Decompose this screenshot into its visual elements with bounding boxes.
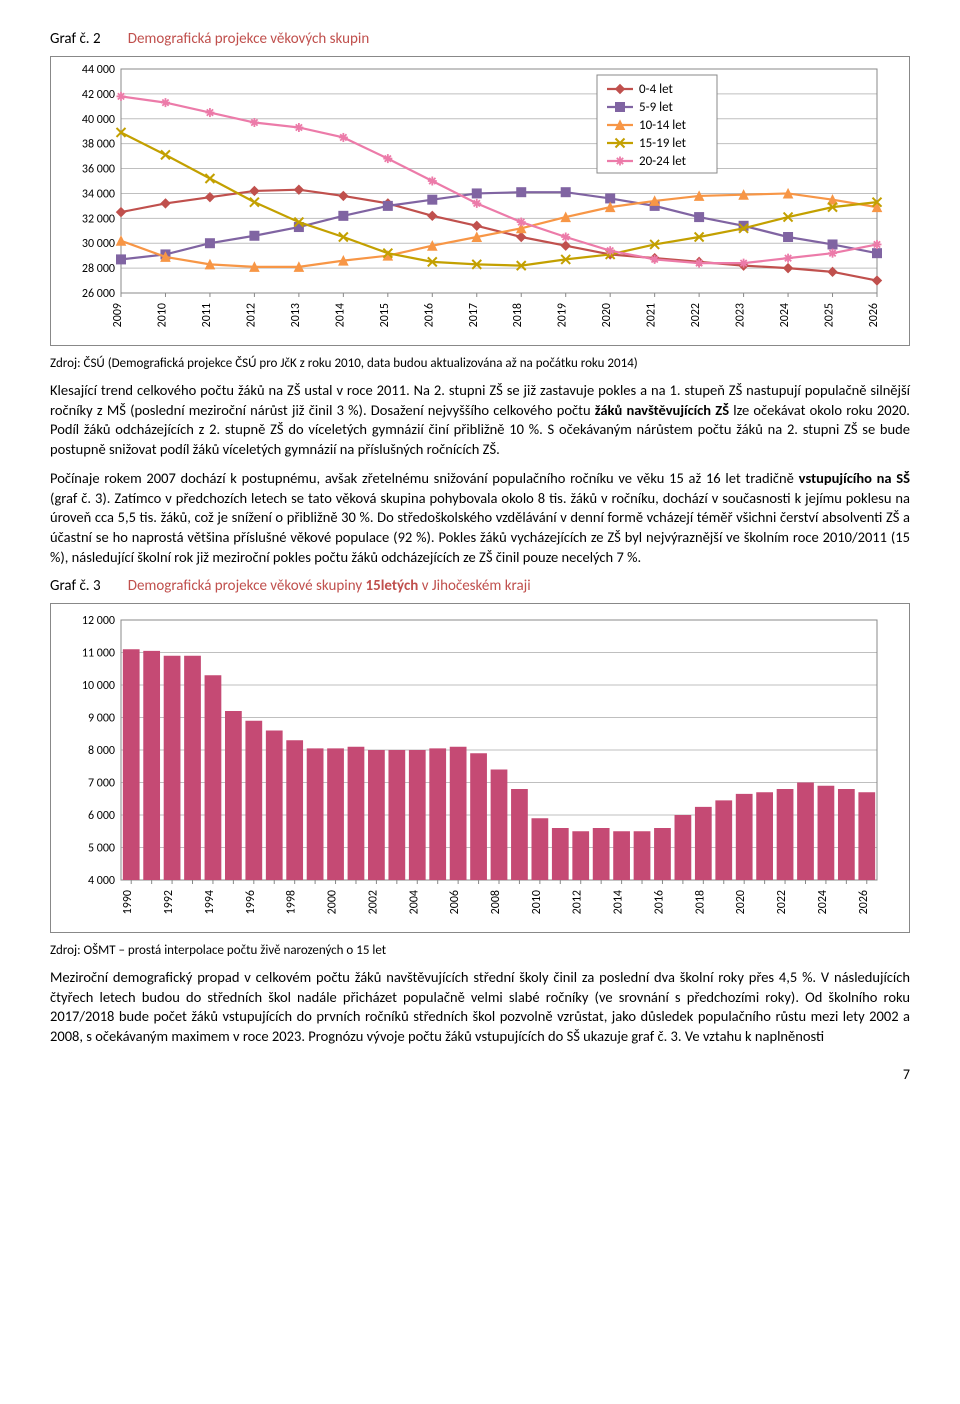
svg-text:2020: 2020 xyxy=(600,303,614,327)
svg-text:38 000: 38 000 xyxy=(82,138,115,152)
svg-text:1994: 1994 xyxy=(203,890,217,914)
svg-text:2025: 2025 xyxy=(823,303,837,327)
svg-text:2015: 2015 xyxy=(378,303,392,327)
chart2-title-pre: Graf č. 3 xyxy=(50,577,101,595)
svg-text:1990: 1990 xyxy=(121,890,135,914)
svg-text:2020: 2020 xyxy=(734,890,748,914)
para2-t2: (graf č. 3). Zatímco v předchozích letec… xyxy=(50,489,910,566)
svg-text:26 000: 26 000 xyxy=(82,287,115,301)
svg-text:2018: 2018 xyxy=(693,890,707,914)
svg-text:2009: 2009 xyxy=(111,303,125,327)
svg-text:34 000: 34 000 xyxy=(82,187,115,201)
svg-text:5-9 let: 5-9 let xyxy=(639,100,673,115)
svg-text:4 000: 4 000 xyxy=(88,874,115,888)
chart2-title-main2: v Jihočeském kraji xyxy=(418,577,530,595)
svg-text:2010: 2010 xyxy=(530,890,544,914)
chart1-title-main: Demografická projekce věkových skupin xyxy=(128,30,370,48)
svg-text:1998: 1998 xyxy=(285,890,299,914)
svg-text:2012: 2012 xyxy=(244,303,258,327)
svg-text:2000: 2000 xyxy=(326,890,340,914)
svg-text:20-24 let: 20-24 let xyxy=(639,154,687,169)
source1: Zdroj: ČSÚ (Demografická projekce ČSÚ pr… xyxy=(50,356,910,371)
svg-text:2023: 2023 xyxy=(734,303,748,327)
paragraph-3: Meziroční demografický propad v celkovém… xyxy=(50,968,910,1046)
source2: Zdroj: OŠMT – prostá interpolace počtu ž… xyxy=(50,943,910,958)
svg-text:2002: 2002 xyxy=(366,890,380,914)
svg-text:7 000: 7 000 xyxy=(88,777,115,791)
para1-b1: žáků navštěvujících ZŠ xyxy=(595,401,729,419)
chart1-title-pre: Graf č. 2 xyxy=(50,30,101,48)
chart2-title-bold: 15letých xyxy=(366,577,419,595)
svg-text:10-14 let: 10-14 let xyxy=(639,118,687,133)
svg-text:1996: 1996 xyxy=(244,890,258,914)
svg-text:2011: 2011 xyxy=(200,303,214,327)
svg-text:2022: 2022 xyxy=(775,890,789,914)
svg-text:10 000: 10 000 xyxy=(82,679,115,693)
svg-text:42 000: 42 000 xyxy=(82,88,115,102)
svg-text:1992: 1992 xyxy=(162,890,176,914)
svg-text:2016: 2016 xyxy=(652,890,666,914)
svg-text:2026: 2026 xyxy=(857,890,871,914)
svg-text:40 000: 40 000 xyxy=(82,113,115,127)
svg-text:2019: 2019 xyxy=(556,303,570,327)
svg-text:36 000: 36 000 xyxy=(82,163,115,177)
svg-text:2024: 2024 xyxy=(816,890,830,914)
svg-text:30 000: 30 000 xyxy=(82,237,115,251)
svg-text:2016: 2016 xyxy=(422,303,436,327)
chart2: 4 000 5 000 6 000 7 000 8 000 9 000 10 000 11 0… xyxy=(57,610,887,930)
paragraph-1: Klesající trend celkového počtu žáků na … xyxy=(50,381,910,459)
page-number: 7 xyxy=(50,1066,910,1083)
svg-text:2022: 2022 xyxy=(689,303,703,327)
svg-text:2010: 2010 xyxy=(155,303,169,327)
svg-text:0-4 let: 0-4 let xyxy=(639,82,673,97)
para2-t1: Počínaje rokem 2007 dochází k postupnému… xyxy=(50,469,799,487)
svg-text:6 000: 6 000 xyxy=(88,809,115,823)
svg-text:2006: 2006 xyxy=(448,890,462,914)
chart2-title: Graf č. 3 Demografická projekce věkové s… xyxy=(50,577,910,595)
svg-text:28 000: 28 000 xyxy=(82,262,115,276)
svg-text:2012: 2012 xyxy=(571,890,585,914)
svg-text:2024: 2024 xyxy=(778,303,792,327)
svg-text:2017: 2017 xyxy=(467,303,481,327)
svg-text:5 000: 5 000 xyxy=(88,842,115,856)
svg-text:9 000: 9 000 xyxy=(88,712,115,726)
svg-text:11 000: 11 000 xyxy=(82,647,115,661)
chart1-title: Graf č. 2 Demografická projekce věkových… xyxy=(50,30,910,48)
svg-text:2013: 2013 xyxy=(289,303,303,327)
svg-text:2004: 2004 xyxy=(407,890,421,914)
svg-text:32 000: 32 000 xyxy=(82,212,115,226)
para2-b1: vstupujícího na SŠ xyxy=(799,469,910,487)
svg-text:2018: 2018 xyxy=(511,303,525,327)
chart1: 26 000 28 000 30 000 32 000 34 000 36 000 38 0… xyxy=(57,63,887,343)
svg-text:2026: 2026 xyxy=(867,303,881,327)
svg-text:44 000: 44 000 xyxy=(82,63,115,77)
chart2-container: 4 000 5 000 6 000 7 000 8 000 9 000 10 000 11 0… xyxy=(50,603,910,933)
svg-text:15-19 let: 15-19 let xyxy=(639,136,687,151)
chart1-container: 26 000 28 000 30 000 32 000 34 000 36 000 38 0… xyxy=(50,56,910,346)
svg-text:2021: 2021 xyxy=(645,303,659,327)
svg-text:2014: 2014 xyxy=(333,303,347,327)
svg-text:2008: 2008 xyxy=(489,890,503,914)
svg-text:8 000: 8 000 xyxy=(88,744,115,758)
paragraph-2: Počínaje rokem 2007 dochází k postupnému… xyxy=(50,469,910,567)
chart2-title-main1: Demografická projekce věkové skupiny xyxy=(128,577,366,595)
svg-text:12 000: 12 000 xyxy=(82,614,115,628)
svg-text:2014: 2014 xyxy=(612,890,626,914)
